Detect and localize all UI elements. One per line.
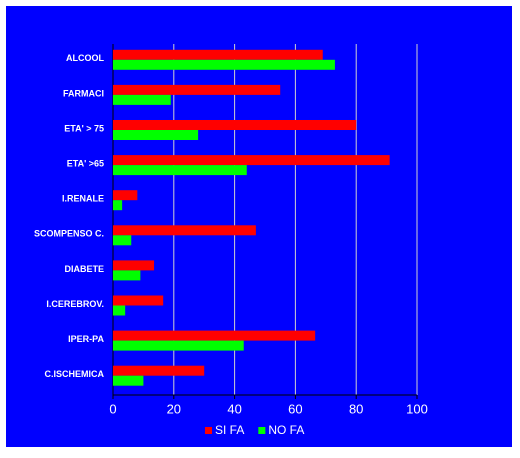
- x-tick-label: 80: [349, 401, 363, 416]
- bar: [113, 165, 247, 176]
- y-tick-label: I.CEREBROV.: [46, 299, 104, 309]
- bar: [113, 129, 199, 140]
- y-tick-label: IPER-PA: [68, 334, 104, 344]
- bar: [113, 94, 171, 105]
- y-tick-label: FARMACI: [63, 88, 104, 98]
- bar: [113, 190, 138, 201]
- x-tick-label: 20: [167, 401, 181, 416]
- bar: [113, 200, 123, 211]
- bar: [113, 375, 144, 386]
- bar: [113, 270, 141, 281]
- x-tick-label: 60: [288, 401, 302, 416]
- y-tick-label: ALCOOL: [66, 53, 104, 63]
- legend-label: SI FA: [215, 423, 244, 437]
- legend-swatch: [258, 427, 266, 434]
- y-tick-label: ETA' > 75: [64, 123, 104, 133]
- bar: [113, 305, 126, 316]
- bar: [113, 225, 256, 236]
- y-tick-label: SCOMPENSO C.: [34, 229, 104, 239]
- bar: [113, 84, 281, 95]
- y-tick-label: DIABETE: [64, 264, 104, 274]
- bar: [113, 59, 335, 70]
- x-tick-label: 100: [406, 401, 428, 416]
- bar: [113, 155, 390, 166]
- bar: [113, 49, 323, 60]
- x-tick-label: 0: [109, 401, 116, 416]
- legend-label: NO FA: [268, 423, 304, 437]
- bar: [113, 365, 205, 376]
- bar: [113, 330, 316, 341]
- bar: [113, 340, 244, 351]
- y-tick-label: I.RENALE: [62, 194, 104, 204]
- bar: [113, 235, 132, 246]
- bar: [113, 260, 155, 271]
- bar: [113, 295, 164, 306]
- legend-swatch: [205, 427, 212, 434]
- x-tick-label: 40: [227, 401, 241, 416]
- chart-background: [6, 6, 512, 447]
- y-tick-label: C.ISCHEMICA: [44, 369, 104, 379]
- bar: [113, 119, 357, 130]
- y-tick-label: ETA' >65: [67, 158, 104, 168]
